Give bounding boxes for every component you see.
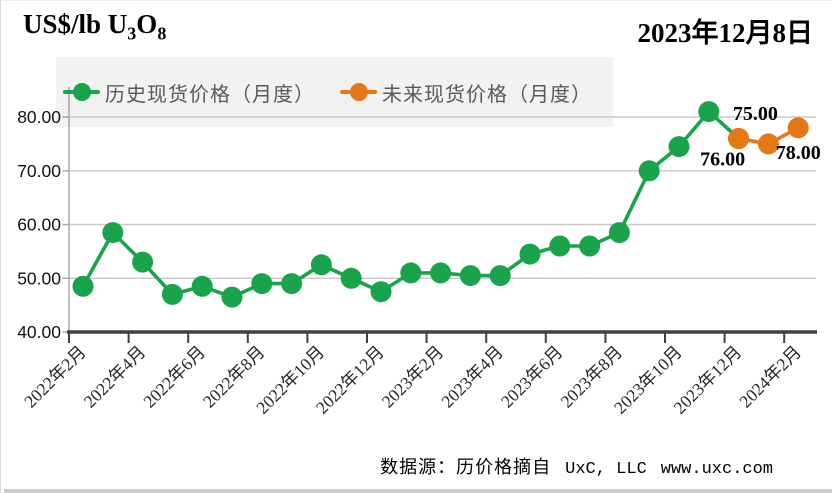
svg-text:80.00: 80.00 xyxy=(17,107,61,127)
historical-line-marker-icon xyxy=(63,83,100,101)
svg-text:75.00: 75.00 xyxy=(733,103,778,125)
data-source: 数据源：历价格摘自 UxC, LLC www.uxc.com xyxy=(380,453,773,479)
title-oxygen: O xyxy=(136,9,158,39)
y-axis xyxy=(62,87,70,333)
svg-text:2022年6月: 2022年6月 xyxy=(139,342,209,412)
legend-background xyxy=(56,57,613,127)
chart-legend: 历史现货价格（月度） 未来现货价格（月度） xyxy=(56,57,613,127)
y-tick-labels: 40.00 50.00 60.00 70.00 80.00 xyxy=(17,107,61,342)
future-line-marker-icon xyxy=(340,83,377,101)
source-url[interactable]: www.uxc.com xyxy=(660,460,773,479)
svg-text:50.00: 50.00 xyxy=(17,268,61,288)
title-subscript-8: 8 xyxy=(157,23,167,44)
point-value-labels: 76.00 75.00 78.00 xyxy=(700,103,821,171)
x-axis xyxy=(67,330,817,343)
title-subscript-3: 3 xyxy=(127,23,137,44)
svg-text:2024年2月: 2024年2月 xyxy=(735,342,805,412)
x-tick-labels: 2022年2月2022年4月2022年6月2022年8月2022年10月2022… xyxy=(20,342,805,418)
gridlines xyxy=(69,116,816,279)
legend-label-future: 未来现货价格（月度） xyxy=(382,83,592,106)
svg-text:76.00: 76.00 xyxy=(700,149,745,171)
svg-text:60.00: 60.00 xyxy=(17,215,61,235)
svg-text:2022年2月: 2022年2月 xyxy=(20,342,90,412)
data-series xyxy=(72,101,809,308)
title-unit: US$/lb U xyxy=(23,9,128,39)
svg-text:2023年6月: 2023年6月 xyxy=(497,342,567,412)
legend-item-future[interactable]: 未来现货价格（月度） xyxy=(340,78,592,107)
svg-text:70.00: 70.00 xyxy=(17,161,61,181)
legend-label-historical: 历史现货价格（月度） xyxy=(105,83,315,106)
source-org: UxC, LLC xyxy=(565,460,647,479)
report-date: 2023年12月8日 xyxy=(637,18,814,48)
svg-text:78.00: 78.00 xyxy=(776,142,821,164)
svg-text:2023年4月: 2023年4月 xyxy=(437,342,507,412)
svg-text:40.00: 40.00 xyxy=(17,322,61,342)
source-prefix: 数据源：历价格摘自 xyxy=(380,457,552,477)
svg-text:2023年2月: 2023年2月 xyxy=(378,342,448,412)
window-edge xyxy=(4,489,832,493)
page-title: US$/lb U3O8 xyxy=(23,9,166,44)
svg-text:2022年4月: 2022年4月 xyxy=(80,342,150,412)
legend-item-historical[interactable]: 历史现货价格（月度） xyxy=(63,78,315,107)
